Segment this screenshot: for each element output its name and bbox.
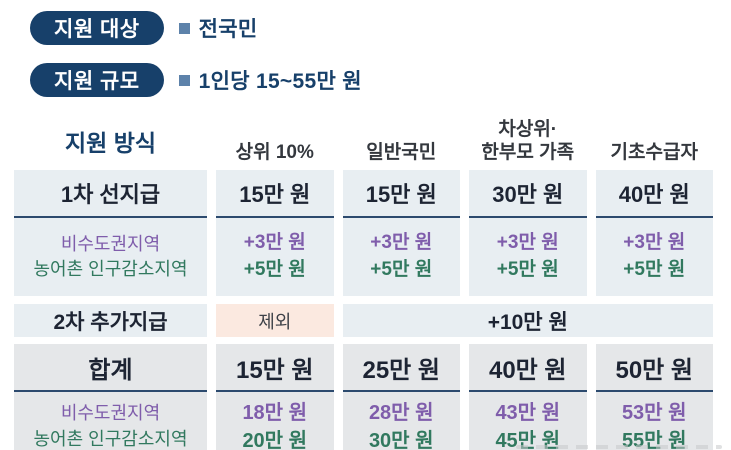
first-payment-cell-nearpoor: 30만 원 +3만 원 +5만 원	[469, 170, 587, 296]
column-header-general: 일반국민	[366, 141, 437, 163]
corner-header-label: 지원 방식	[64, 129, 157, 156]
non-capital-label: 비수도권지역	[60, 233, 161, 254]
first-payment-cell-basic: 40만 원 +3만 원 +5만 원	[595, 170, 713, 296]
support-target-row: 지원 대상 전국민	[30, 11, 731, 45]
support-target-badge: 지원 대상	[30, 11, 164, 45]
column-header-nearpoor: 차상위· 한부모 가족	[481, 119, 575, 163]
rural-label: 농어촌 인구감소지역	[33, 259, 188, 279]
column-header-top10: 상위 10%	[235, 141, 314, 163]
regional-labels: 비수도권지역 농어촌 인구감소지역	[14, 218, 207, 296]
square-bullet-icon	[178, 74, 190, 86]
regional-total-labels: 비수도권지역 농어촌 인구감소지역	[14, 392, 207, 450]
total-label: 합계	[14, 344, 207, 392]
table-header-row: 지원 방식 상위 10% 일반국민 차상위· 한부모 가족 기초수급자	[14, 115, 713, 168]
first-payment-section: 1차 선지급 비수도권지역 농어촌 인구감소지역 15만 원 +3만 원 +5만…	[14, 170, 713, 296]
first-payment-label: 1차 선지급	[14, 170, 207, 218]
square-bullet-icon	[178, 22, 190, 34]
total-cell-top10: 15만 원 18만 원 20만 원	[216, 344, 334, 450]
column-header-basic: 기초수급자	[610, 141, 698, 163]
support-target-text: 전국민	[198, 18, 258, 41]
support-scale-value: 1인당 15~55만 원	[178, 65, 362, 95]
support-target-value: 전국민	[178, 13, 258, 43]
second-payment-label: 2차 추가지급	[14, 304, 207, 337]
total-cell-basic: 50만 원 53만 원 55만 원	[595, 344, 713, 450]
corner-header: 지원 방식	[14, 115, 207, 168]
support-scale-row: 지원 규모 1인당 15~55만 원	[30, 63, 731, 97]
support-scale-text: 1인당 15~55만 원	[198, 70, 362, 93]
first-payment-label-cell: 1차 선지급 비수도권지역 농어촌 인구감소지역	[14, 170, 207, 296]
second-payment-row: 2차 추가지급 제외 +10만 원	[14, 304, 713, 337]
first-payment-cell-top10: 15만 원 +3만 원 +5만 원	[216, 170, 334, 296]
total-label-cell: 합계 비수도권지역 농어촌 인구감소지역	[14, 344, 207, 450]
total-section: 합계 비수도권지역 농어촌 인구감소지역 15만 원 18만 원 20만 원 2…	[14, 344, 713, 450]
first-payment-cell-general: 15만 원 +3만 원 +5만 원	[342, 170, 460, 296]
rural-label: 농어촌 인구감소지역	[33, 428, 188, 449]
cropped-caption	[516, 445, 722, 449]
second-payment-excluded-cell: 제외	[216, 304, 334, 337]
second-payment-value-cell: +10만 원	[342, 304, 713, 337]
support-scale-badge: 지원 규모	[30, 63, 164, 97]
total-cell-general: 25만 원 28만 원 30만 원	[342, 344, 460, 450]
total-cell-nearpoor: 40만 원 43만 원 45만 원	[469, 344, 587, 450]
non-capital-label: 비수도권지역	[60, 403, 161, 424]
